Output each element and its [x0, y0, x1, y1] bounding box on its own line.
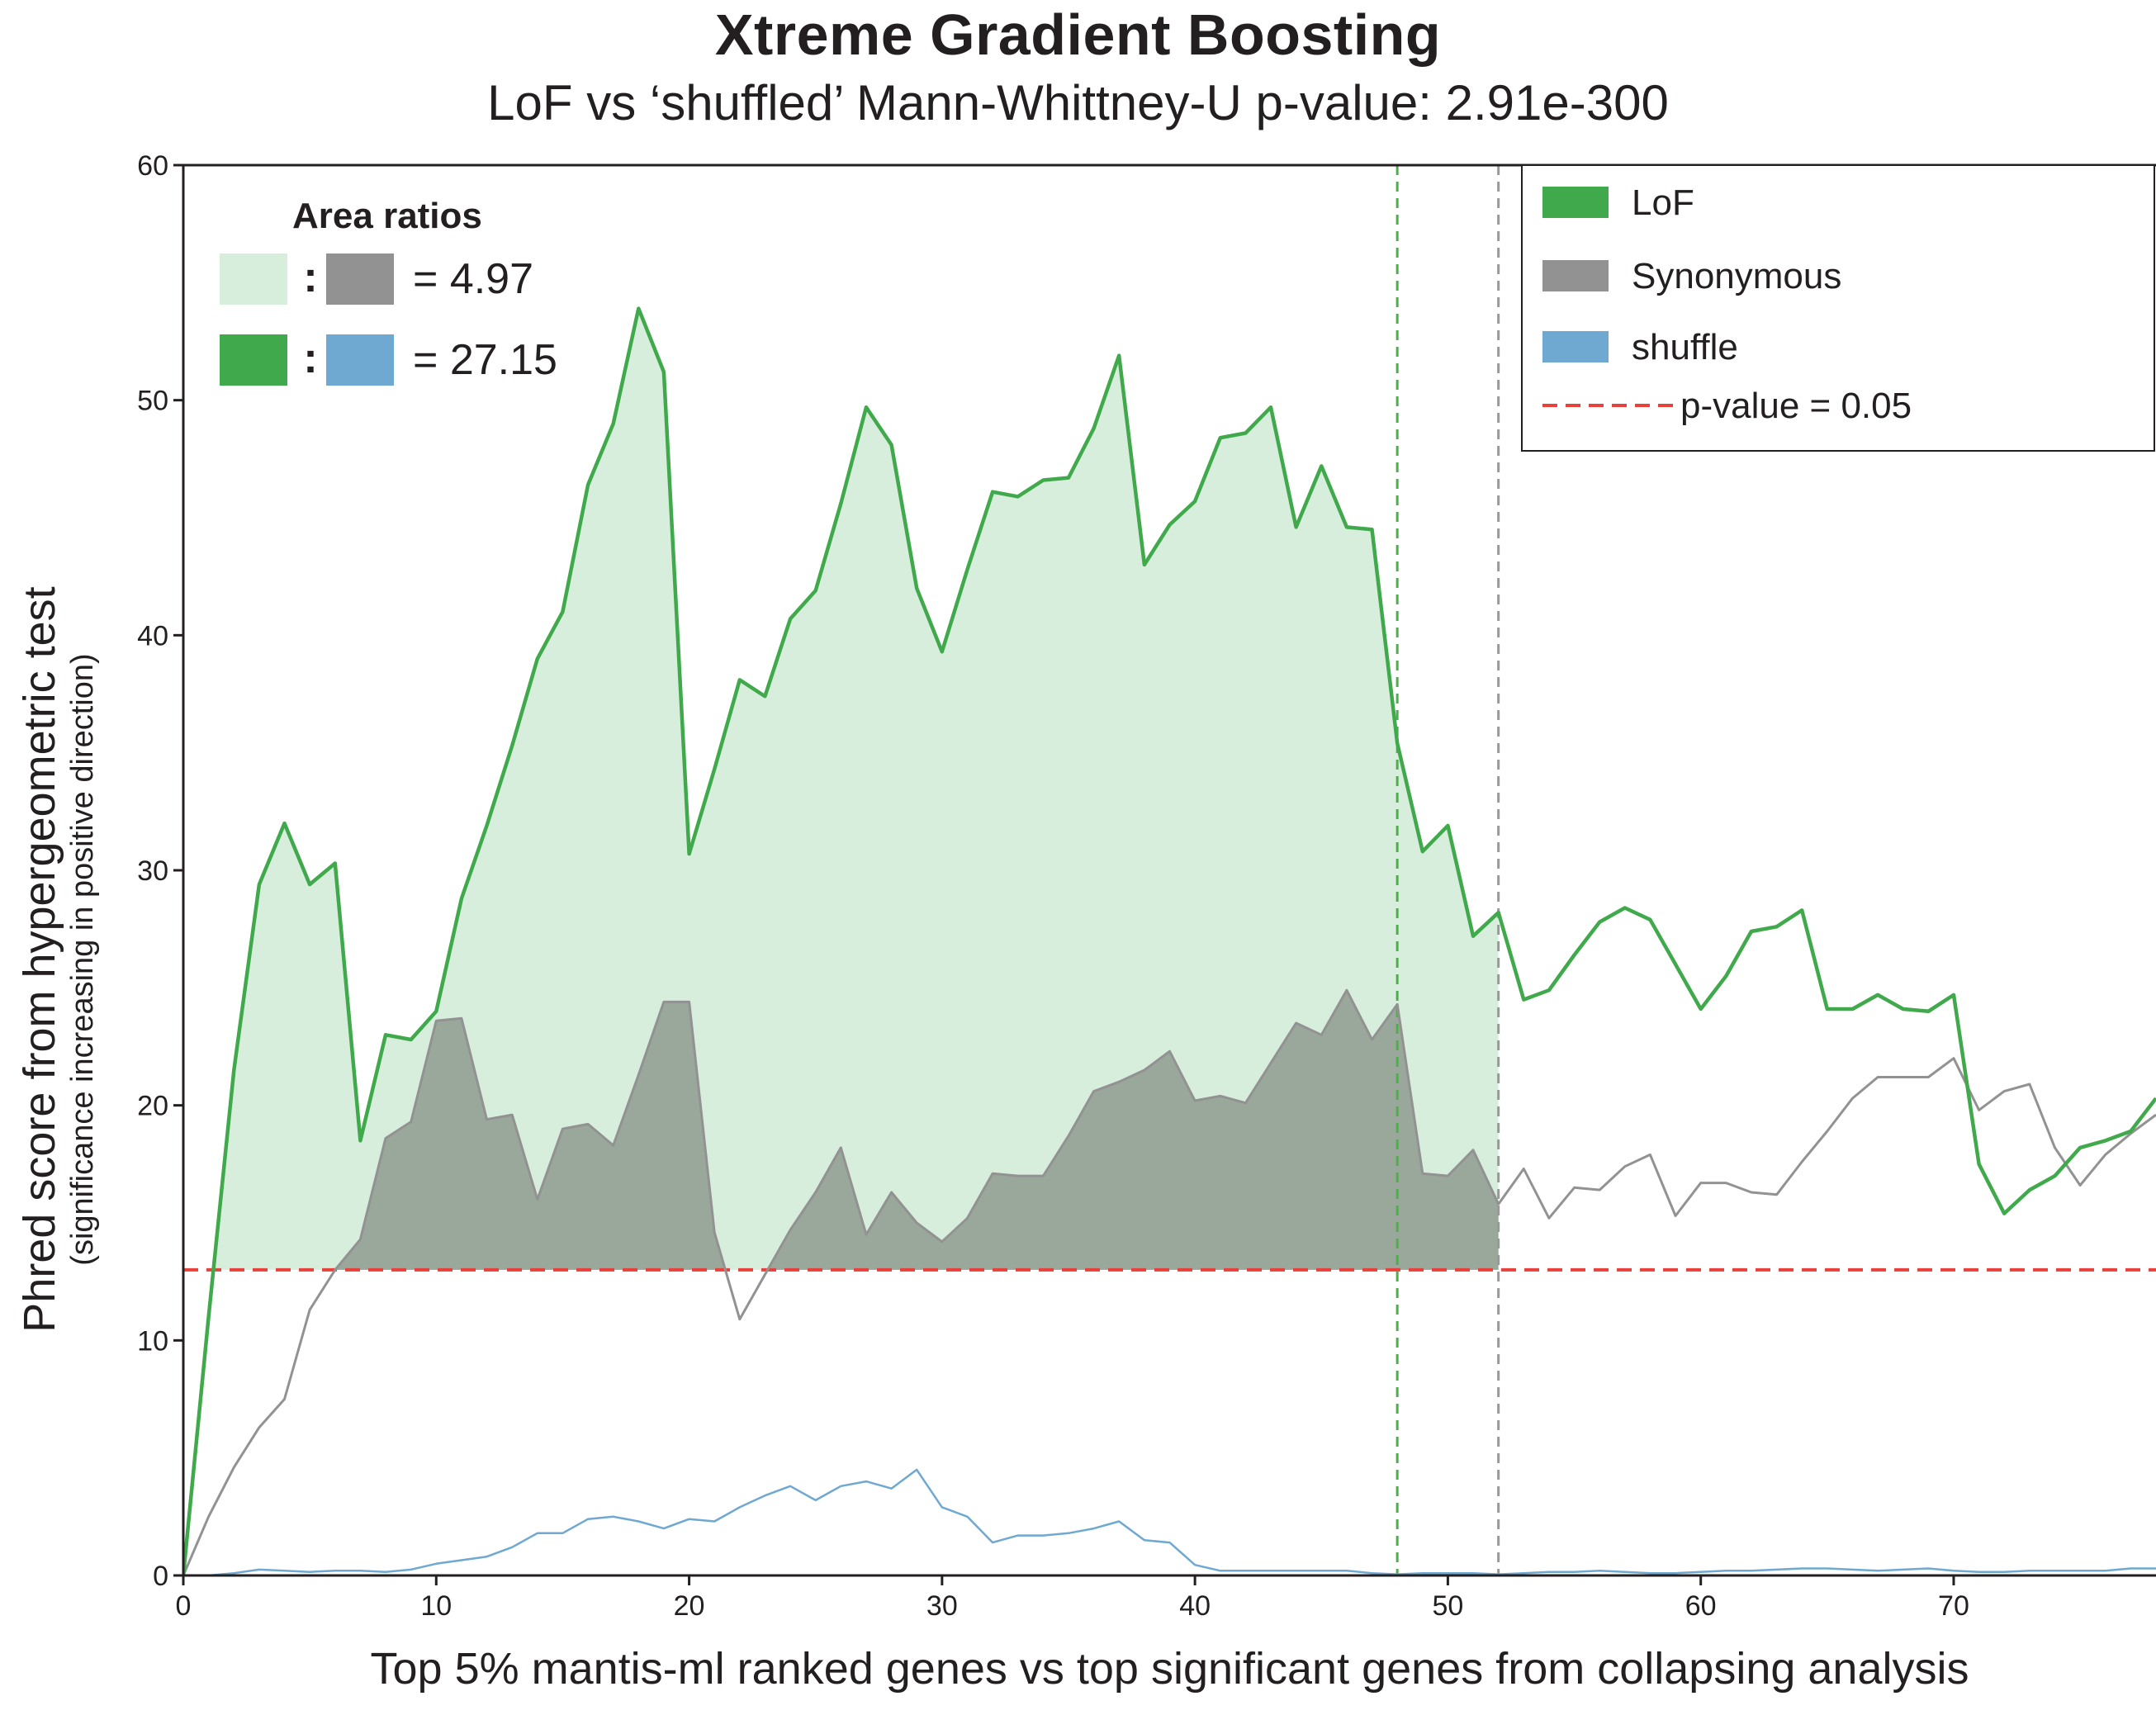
legend-label: shuffle [1632, 327, 1738, 367]
ratio-separator: : [303, 253, 317, 301]
y-tick-label: 30 [137, 855, 168, 887]
legend-swatch [1542, 260, 1609, 291]
x-tick-label: 40 [1179, 1590, 1211, 1622]
x-tick-label: 0 [176, 1590, 192, 1622]
legend-swatch [1542, 331, 1609, 362]
synonymous-area-fill [183, 990, 1499, 1270]
y-axis-label-main: Phred score from hypergeometric test [15, 586, 64, 1333]
y-tick-label: 40 [137, 620, 168, 651]
legend-label: Synonymous [1632, 256, 1841, 296]
legend-threshold-label: p-value = 0.05 [1680, 386, 1912, 426]
x-tick-label: 50 [1432, 1590, 1463, 1622]
ratio-separator: : [303, 334, 317, 382]
y-tick-label: 60 [137, 150, 168, 182]
ratio-swatch-right [326, 334, 394, 386]
ratio-value: = 27.15 [413, 336, 557, 384]
y-tick-label: 10 [137, 1325, 168, 1357]
legend-box [1521, 164, 2155, 452]
legend-label: LoF [1632, 182, 1694, 223]
y-tick-label: 50 [137, 386, 168, 417]
ratio-swatch-left [220, 334, 287, 386]
chart-title: Xtreme Gradient Boosting [714, 2, 1442, 67]
x-tick-label: 70 [1938, 1590, 1969, 1622]
ratio-value: = 4.97 [413, 255, 533, 303]
y-axis-label: Phred score from hypergeometric test (si… [15, 464, 101, 1455]
chart-subtitle: LoF vs ‘shuffled’ Mann-Whittney-U p-valu… [487, 75, 1669, 130]
y-axis-label-sub: (significance increasing in positive dir… [65, 653, 100, 1266]
legend-swatch [1542, 187, 1609, 218]
ratio-swatch-right [326, 253, 394, 305]
x-tick-label: 30 [926, 1590, 958, 1622]
area-ratios-heading: Area ratios [292, 196, 482, 236]
y-tick-label: 20 [137, 1091, 168, 1122]
x-tick-label: 10 [420, 1590, 452, 1622]
lof-area-fill [183, 308, 1499, 1270]
x-axis-label: Top 5% mantis-ml ranked genes vs top sig… [370, 1644, 1969, 1694]
ratio-swatch-left [220, 253, 287, 305]
x-tick-label: 20 [674, 1590, 705, 1622]
y-tick-label: 0 [153, 1561, 168, 1592]
shuffle-line [183, 1468, 2156, 1575]
x-tick-label: 60 [1685, 1590, 1717, 1622]
